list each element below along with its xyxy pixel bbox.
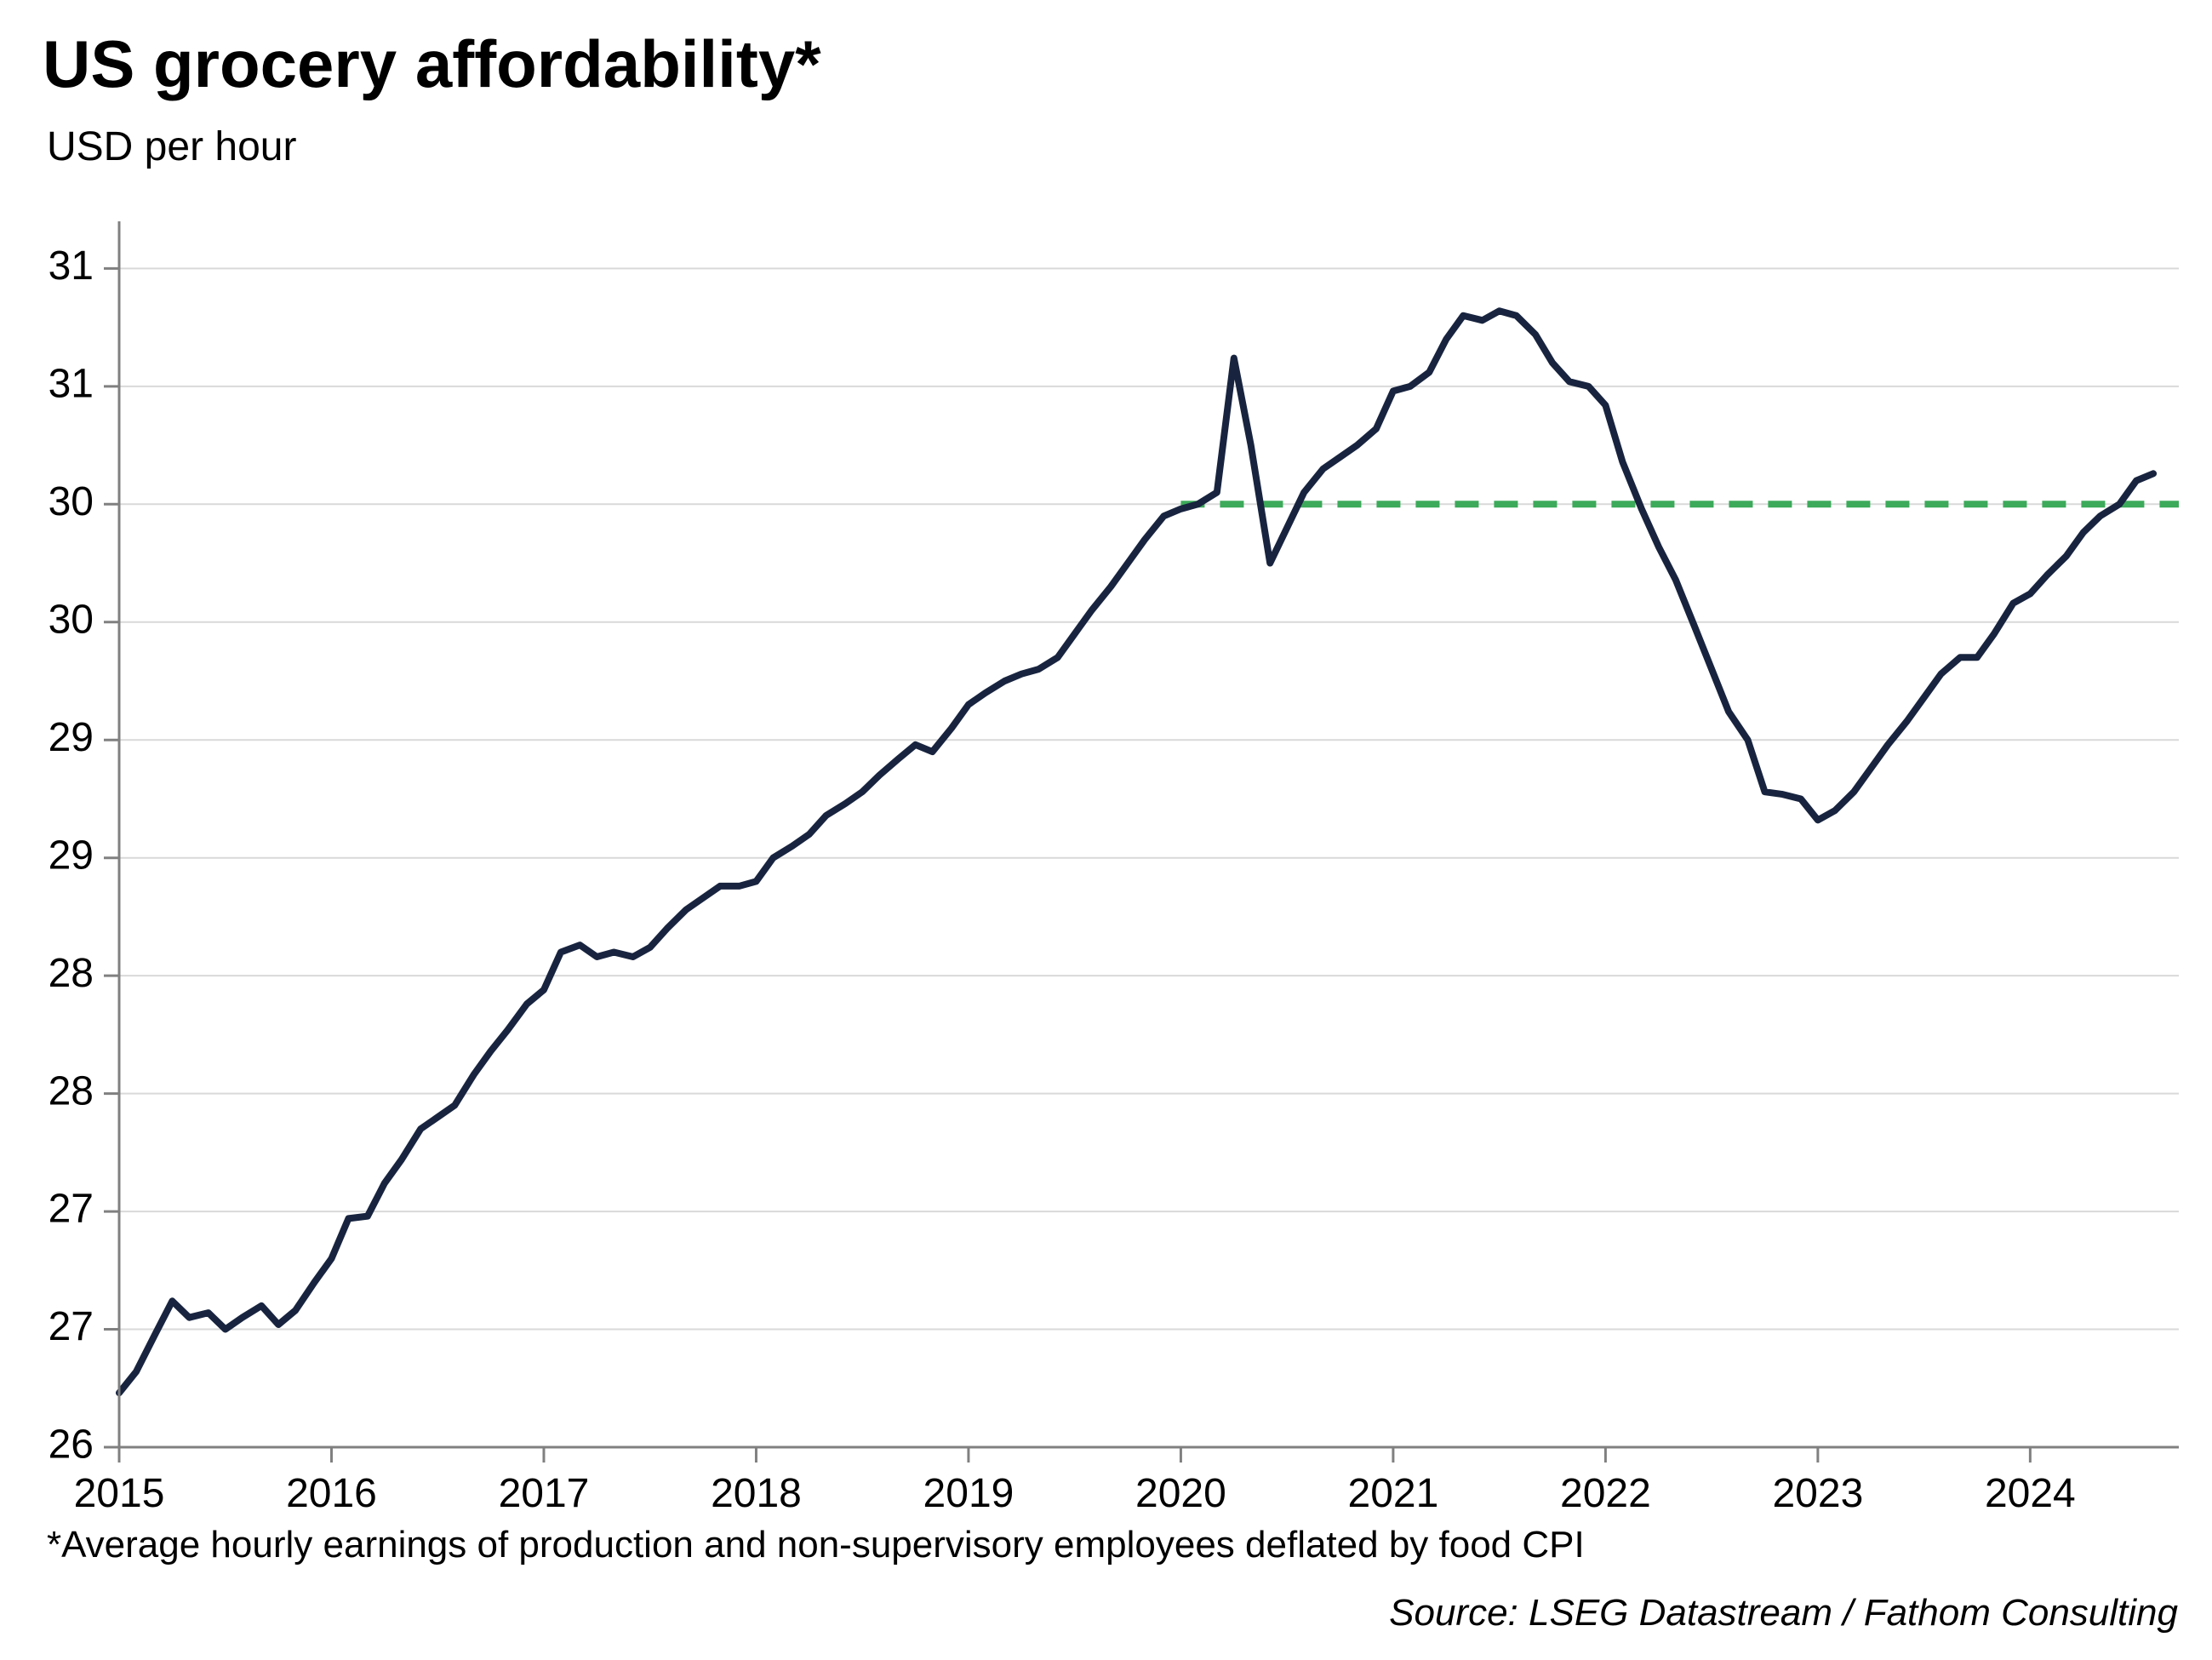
y-axis-label: 30 [49, 479, 94, 524]
y-axis-label: 29 [49, 833, 94, 878]
x-axis-label: 2023 [1772, 1471, 1863, 1516]
x-axis-label: 2017 [499, 1471, 590, 1516]
x-axis-label: 2020 [1135, 1471, 1226, 1516]
x-axis-label: 2015 [74, 1471, 165, 1516]
y-axis-label: 28 [49, 1068, 94, 1113]
chart-container: US grocery affordability* USD per hour 2… [0, 0, 2212, 1660]
chart-source: Source: LSEG Datastream / Fathom Consult… [1389, 1592, 2178, 1634]
series-line [119, 311, 2153, 1393]
y-axis-label: 26 [49, 1422, 94, 1468]
x-axis-label: 2024 [1985, 1471, 2076, 1516]
x-axis-label: 2016 [286, 1471, 377, 1516]
x-axis-label: 2018 [711, 1471, 802, 1516]
x-axis-label: 2019 [923, 1471, 1015, 1516]
y-axis-label: 29 [49, 715, 94, 760]
y-axis-label: 31 [49, 243, 94, 289]
chart-footnote: *Average hourly earnings of production a… [47, 1524, 1585, 1566]
chart-plot: 26 27 27 28 28 29 29 30 30 31 31 2015 2016 2017 2018 20… [0, 0, 2212, 1549]
y-axis-label: 27 [49, 1304, 94, 1349]
y-axis-label: 27 [49, 1187, 94, 1232]
y-axis-label: 30 [49, 597, 94, 642]
y-axis-label: 28 [49, 951, 94, 996]
x-axis-label: 2021 [1348, 1471, 1439, 1516]
x-axis-label: 2022 [1560, 1471, 1651, 1516]
y-axis-label: 31 [49, 362, 94, 407]
